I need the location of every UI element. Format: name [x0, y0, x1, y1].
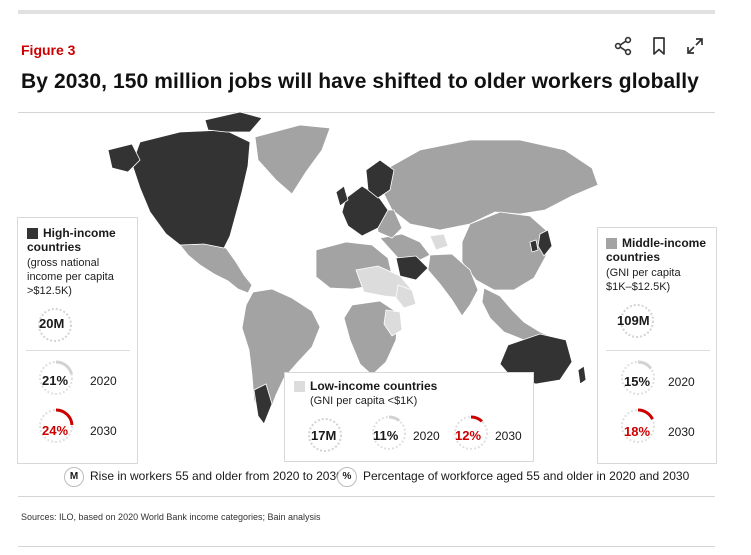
ring-arc [637, 408, 654, 420]
china [461, 211, 549, 291]
bookmark-icon[interactable] [649, 36, 669, 56]
ring-arc [470, 415, 483, 423]
middle-income-2030-year: 2030 [668, 425, 695, 439]
ring-arc [637, 360, 653, 370]
middle-income-2030-pct: 18% [624, 424, 651, 439]
afghanistan [429, 233, 449, 251]
middle-income-panel: Middle-income countries (GNI per capita … [597, 227, 717, 464]
high-income-rise-ring [38, 308, 72, 342]
low-income-2020-ring [372, 415, 406, 450]
high-income-2030-year: 2030 [90, 424, 117, 438]
low-income-2030-pct: 12% [455, 428, 482, 443]
high-income-2020-ring [39, 360, 73, 395]
japan [537, 229, 553, 257]
low-income-2020-year: 2020 [413, 429, 440, 443]
high-income-2030-ring [39, 408, 74, 443]
low-income-2020-pct: 11% [373, 428, 399, 443]
high-income-desc-2: income per capita [27, 271, 114, 283]
high-income-title-1: High-income [43, 226, 116, 240]
low-income-2030-ring [454, 415, 488, 450]
east-africa [383, 309, 403, 337]
alaska [107, 143, 141, 173]
rise-key-badge: M [64, 467, 84, 487]
high-income-desc-3: >$12.5K) [27, 285, 72, 297]
ring-track [454, 416, 488, 450]
low-income-rise-ring [308, 418, 342, 452]
share-icon[interactable] [613, 36, 633, 56]
saudi-arabia-gulf [395, 255, 429, 281]
pct-key-text: Percentage of workforce aged 55 and olde… [363, 469, 690, 483]
united-kingdom [335, 185, 349, 207]
ring-track [621, 409, 655, 443]
middle-income-swatch [606, 238, 617, 249]
high-income-title-2: countries [27, 240, 82, 254]
high-income-swatch [27, 228, 38, 239]
high-income-rise-value: 20M [39, 316, 65, 331]
separator [26, 350, 130, 351]
figure-label: Figure 3 [21, 42, 76, 58]
horn-of-africa [395, 284, 417, 309]
separator [606, 350, 710, 351]
rise-key-text: Rise in workers 55 and older from 2020 t… [90, 469, 343, 483]
ring-track [39, 361, 73, 395]
bottom-divider [18, 546, 715, 547]
arctic-islands [204, 111, 263, 133]
middle-income-regions [179, 124, 599, 421]
middle-income-2020-year: 2020 [668, 375, 695, 389]
new-zealand [577, 365, 587, 385]
middle-income-2020-ring [621, 360, 655, 395]
title-divider [18, 112, 715, 113]
middle-income-desc-2: $1K–$12.5K) [606, 281, 671, 293]
middle-income-2030-ring [621, 408, 655, 443]
western-europe [341, 185, 389, 237]
australia [499, 333, 573, 385]
north-america [131, 129, 251, 249]
ring-arc [388, 415, 401, 422]
chile-southern-cone [253, 383, 273, 425]
high-income-2020-pct: 21% [42, 373, 69, 388]
middle-income-rise-ring [620, 304, 654, 338]
low-income-rise-value: 17M [311, 428, 337, 443]
ring-track [39, 409, 73, 443]
middle-income-2020-pct: 15% [624, 374, 651, 389]
russia-central-asia [381, 139, 599, 231]
greenland [254, 124, 331, 195]
pct-key-badge: % [337, 467, 357, 487]
low-income-swatch [294, 381, 305, 392]
ring-track [372, 416, 406, 450]
scandinavia [365, 159, 395, 199]
ring-arc [55, 408, 74, 426]
low-income-2030-year: 2030 [495, 429, 522, 443]
toolbar [613, 36, 705, 56]
chart-title: By 2030, 150 million jobs will have shif… [21, 70, 699, 93]
ring-arc [55, 360, 73, 375]
high-income-2030-pct: 24% [42, 423, 69, 438]
low-income-panel: Low-income countries (GNI per capita <$1… [284, 372, 534, 462]
low-income-title: Low-income countries [310, 379, 438, 393]
ring-track [621, 361, 655, 395]
expand-icon[interactable] [685, 36, 705, 56]
korea [529, 239, 539, 253]
high-income-regions [107, 111, 587, 425]
high-income-2020-year: 2020 [90, 374, 117, 388]
key-divider [18, 496, 715, 497]
middle-income-rise-value: 109M [617, 313, 650, 328]
middle-income-title-1: Middle-income [622, 236, 707, 250]
low-income-regions [355, 233, 449, 337]
high-income-panel: High-income countries (gross national in… [17, 217, 138, 464]
middle-income-title-2: countries [606, 250, 661, 264]
source-note: Sources: ILO, based on 2020 World Bank i… [21, 512, 321, 522]
low-income-desc: (GNI per capita <$1K) [310, 395, 418, 407]
high-income-desc-1: (gross national [27, 257, 100, 269]
south-asia [427, 253, 479, 317]
mexico-central-america [179, 243, 253, 294]
middle-income-desc-1: (GNI per capita [606, 267, 681, 279]
top-divider [18, 10, 715, 14]
